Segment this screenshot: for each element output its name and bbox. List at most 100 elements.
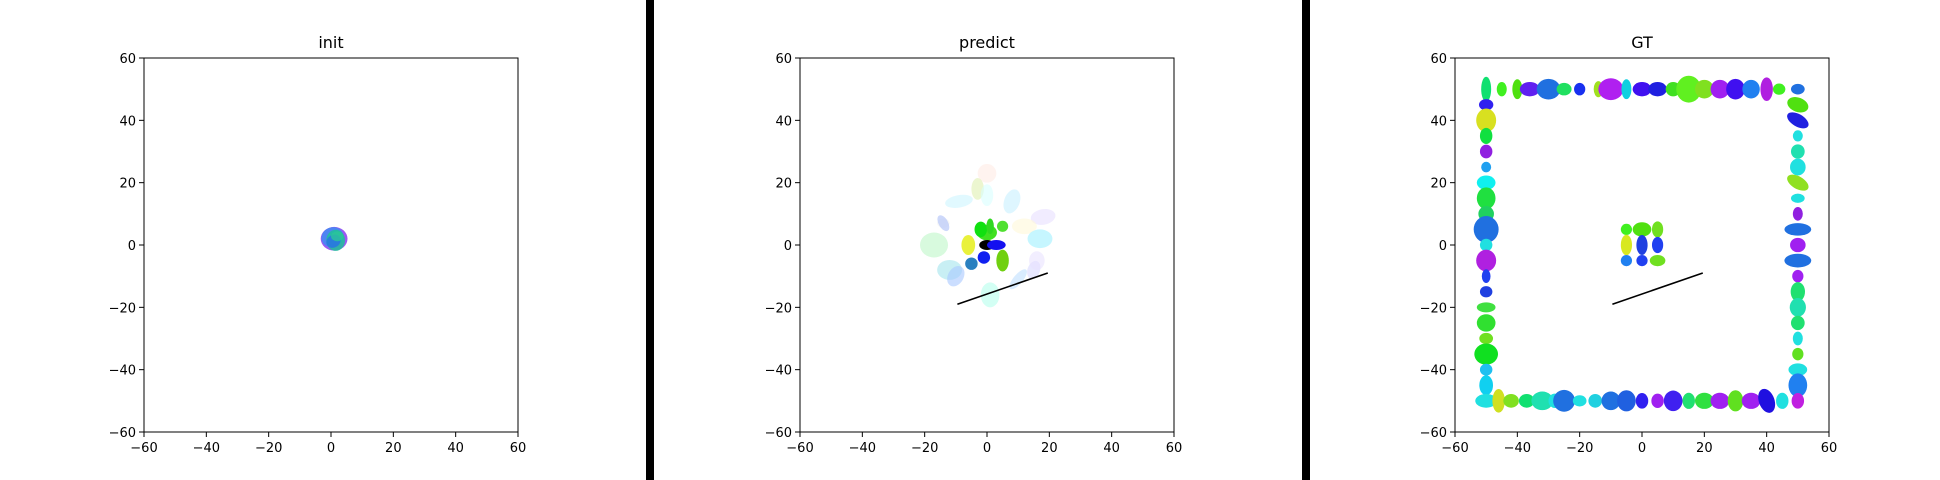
ellipse-point <box>1476 175 1496 190</box>
ellipse-point <box>1787 112 1809 129</box>
y-tick-label: −60 <box>1420 426 1447 441</box>
ellipse-point <box>1790 83 1805 95</box>
ellipse-point <box>980 184 994 207</box>
ellipse-point <box>1694 392 1714 409</box>
chart-panel-predict: −60 −40 −20 0 20 40 60 −60 −40 −20 0 20 40 60 predict <box>765 33 1183 456</box>
ellipse-point <box>1710 79 1730 99</box>
ellipse-point <box>1496 81 1507 97</box>
ellipse-point <box>1481 161 1492 173</box>
ellipse-point <box>1479 238 1493 252</box>
panel-divider <box>646 0 654 480</box>
ellipse-point <box>1632 81 1652 97</box>
ellipse-point <box>1760 77 1773 102</box>
ellipse-point <box>974 221 987 238</box>
ellipse-point <box>1651 236 1664 254</box>
x-tick-label: −40 <box>193 441 220 456</box>
chart-panel-init: −60 −40 −20 0 20 40 60 −60 −40 −20 0 20 40 60 init <box>109 33 527 456</box>
ellipse-point <box>1481 76 1492 102</box>
ellipse-point <box>1479 363 1493 376</box>
plot-marks <box>919 163 1056 308</box>
panel-divider <box>1302 0 1310 480</box>
ellipse-point <box>1790 237 1806 253</box>
y-tick-label: 40 <box>1430 114 1447 129</box>
ellipse-point <box>1635 393 1649 409</box>
ellipse-point <box>1792 347 1804 361</box>
ellipse-point <box>1476 249 1497 272</box>
ellipse-point <box>987 240 1006 250</box>
y-tick-label: −20 <box>109 301 136 316</box>
ellipse-point <box>1790 193 1805 203</box>
ellipse-point <box>1788 373 1808 398</box>
x-tick-label: −40 <box>849 441 876 456</box>
ellipse-point <box>1588 393 1603 408</box>
ellipse-point <box>1475 393 1498 408</box>
ellipse-point <box>961 235 976 255</box>
x-tick-label: 60 <box>510 441 527 456</box>
ellipse-point <box>947 265 965 287</box>
ellipse-point <box>1788 363 1808 376</box>
plot-marks <box>320 226 348 251</box>
chart-title: init <box>318 33 343 52</box>
ellipse-point <box>1791 393 1805 409</box>
ellipse-point <box>1676 75 1702 103</box>
ellipse-point <box>1636 254 1648 267</box>
ellipse-point <box>1620 254 1633 267</box>
ellipse-point <box>1492 388 1505 413</box>
y-tick-label: 60 <box>775 52 792 67</box>
ellipse-point <box>1682 392 1695 409</box>
ellipse-point <box>977 163 997 183</box>
ellipse-point <box>965 257 978 270</box>
y-tick-label: 0 <box>784 239 792 254</box>
x-tick-label: −20 <box>911 441 938 456</box>
ellipse-point <box>1772 83 1786 95</box>
x-tick-label: 20 <box>1696 441 1713 456</box>
ellipse-point <box>1473 216 1499 243</box>
ellipse-point <box>1476 314 1496 332</box>
plot-marks <box>1473 75 1812 413</box>
ellipse-point <box>1536 78 1561 100</box>
ellipse-point <box>1790 282 1806 302</box>
ellipse-point <box>1663 390 1683 412</box>
ellipse-point <box>1636 235 1648 255</box>
ellipse-point <box>1776 392 1789 409</box>
ellipse-point <box>1479 127 1493 145</box>
ellipse-point <box>1617 390 1636 412</box>
ellipse-point <box>1474 343 1499 365</box>
ellipse-point <box>1481 269 1491 284</box>
ellipse-point <box>1601 391 1621 411</box>
ellipse-point <box>1476 302 1496 313</box>
ellipse-point <box>980 282 1000 308</box>
y-tick-label: 60 <box>119 52 136 67</box>
ellipse-point <box>1030 208 1056 225</box>
ellipse-point <box>1742 79 1760 99</box>
ellipse-point <box>1519 81 1540 97</box>
ellipse-point <box>1694 79 1714 99</box>
y-tick-label: −60 <box>765 426 792 441</box>
ellipse-point <box>1518 393 1535 408</box>
ellipse-point <box>1632 222 1652 237</box>
x-tick-label: 60 <box>1821 441 1838 456</box>
ellipse-point <box>1027 229 1053 249</box>
x-tick-label: 0 <box>983 441 991 456</box>
ellipse-point <box>1553 389 1575 412</box>
y-tick-label: −60 <box>109 426 136 441</box>
ellipse-point <box>1790 315 1805 331</box>
ellipse-point <box>1574 82 1586 96</box>
x-tick-label: −40 <box>1504 441 1531 456</box>
ellipse-point <box>1758 388 1776 413</box>
ellipse-point <box>331 231 344 242</box>
ellipse-point <box>1476 187 1496 210</box>
series-line <box>957 272 1049 305</box>
ellipse-point <box>1011 218 1037 235</box>
ellipse-point <box>1572 395 1587 407</box>
ellipse-point <box>1792 130 1803 142</box>
ellipse-point <box>1621 79 1632 100</box>
ellipse-point <box>996 249 1009 272</box>
y-tick-label: 20 <box>775 177 792 192</box>
ellipse-point <box>1741 392 1761 409</box>
chart-title: GT <box>1631 33 1653 52</box>
ellipse-point <box>1503 393 1519 408</box>
y-tick-label: 40 <box>119 114 136 129</box>
series-line <box>1612 272 1704 305</box>
